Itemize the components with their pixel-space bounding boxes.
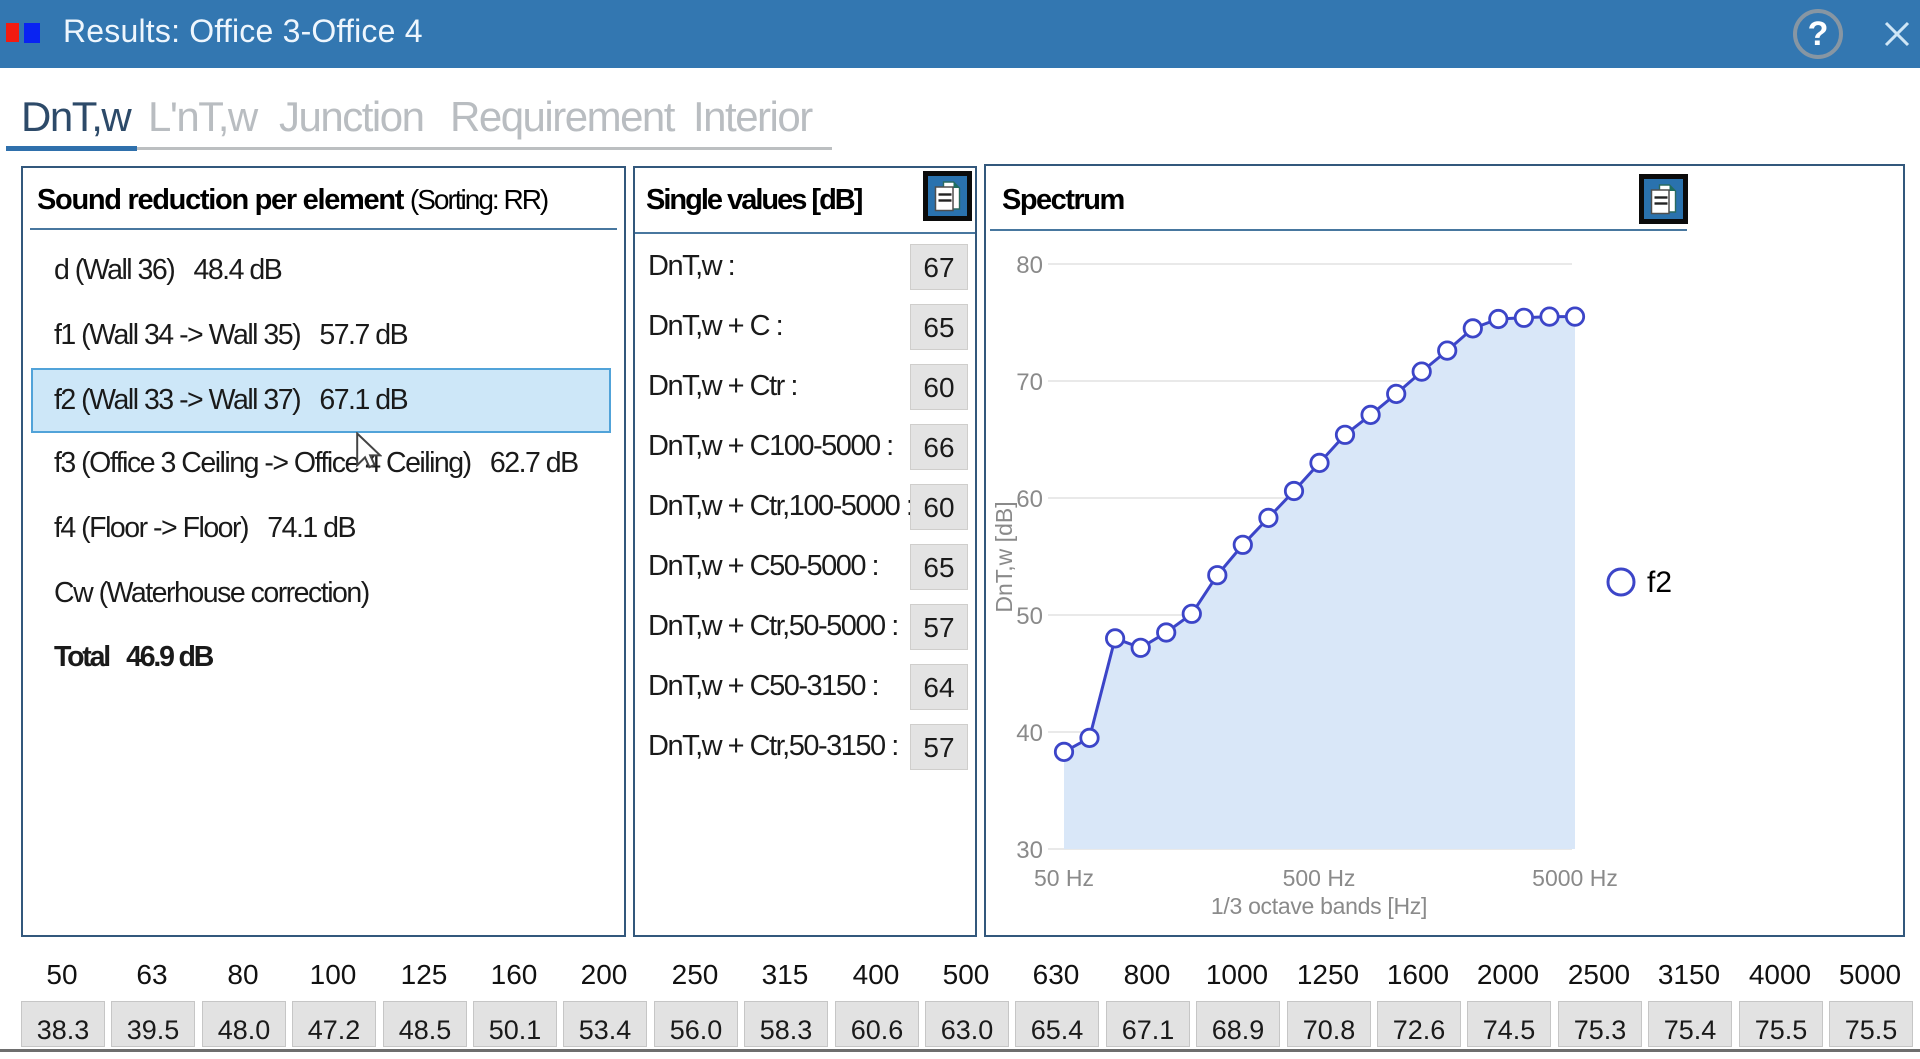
svg-text:50: 50 bbox=[1016, 603, 1043, 630]
svg-text:80: 80 bbox=[1016, 252, 1043, 279]
svg-text:1/3 octave bands [Hz]: 1/3 octave bands [Hz] bbox=[1211, 893, 1427, 919]
svg-text:30: 30 bbox=[1016, 837, 1043, 864]
svg-text:5000 Hz: 5000 Hz bbox=[1532, 865, 1618, 891]
svg-text:DnT,w [dB]: DnT,w [dB] bbox=[991, 501, 1017, 612]
svg-text:40: 40 bbox=[1016, 720, 1043, 747]
svg-text:f2: f2 bbox=[1647, 566, 1672, 599]
svg-text:60: 60 bbox=[1016, 486, 1043, 513]
svg-text:70: 70 bbox=[1016, 369, 1043, 396]
svg-text:500 Hz: 500 Hz bbox=[1283, 865, 1356, 891]
svg-text:50 Hz: 50 Hz bbox=[1034, 865, 1094, 891]
